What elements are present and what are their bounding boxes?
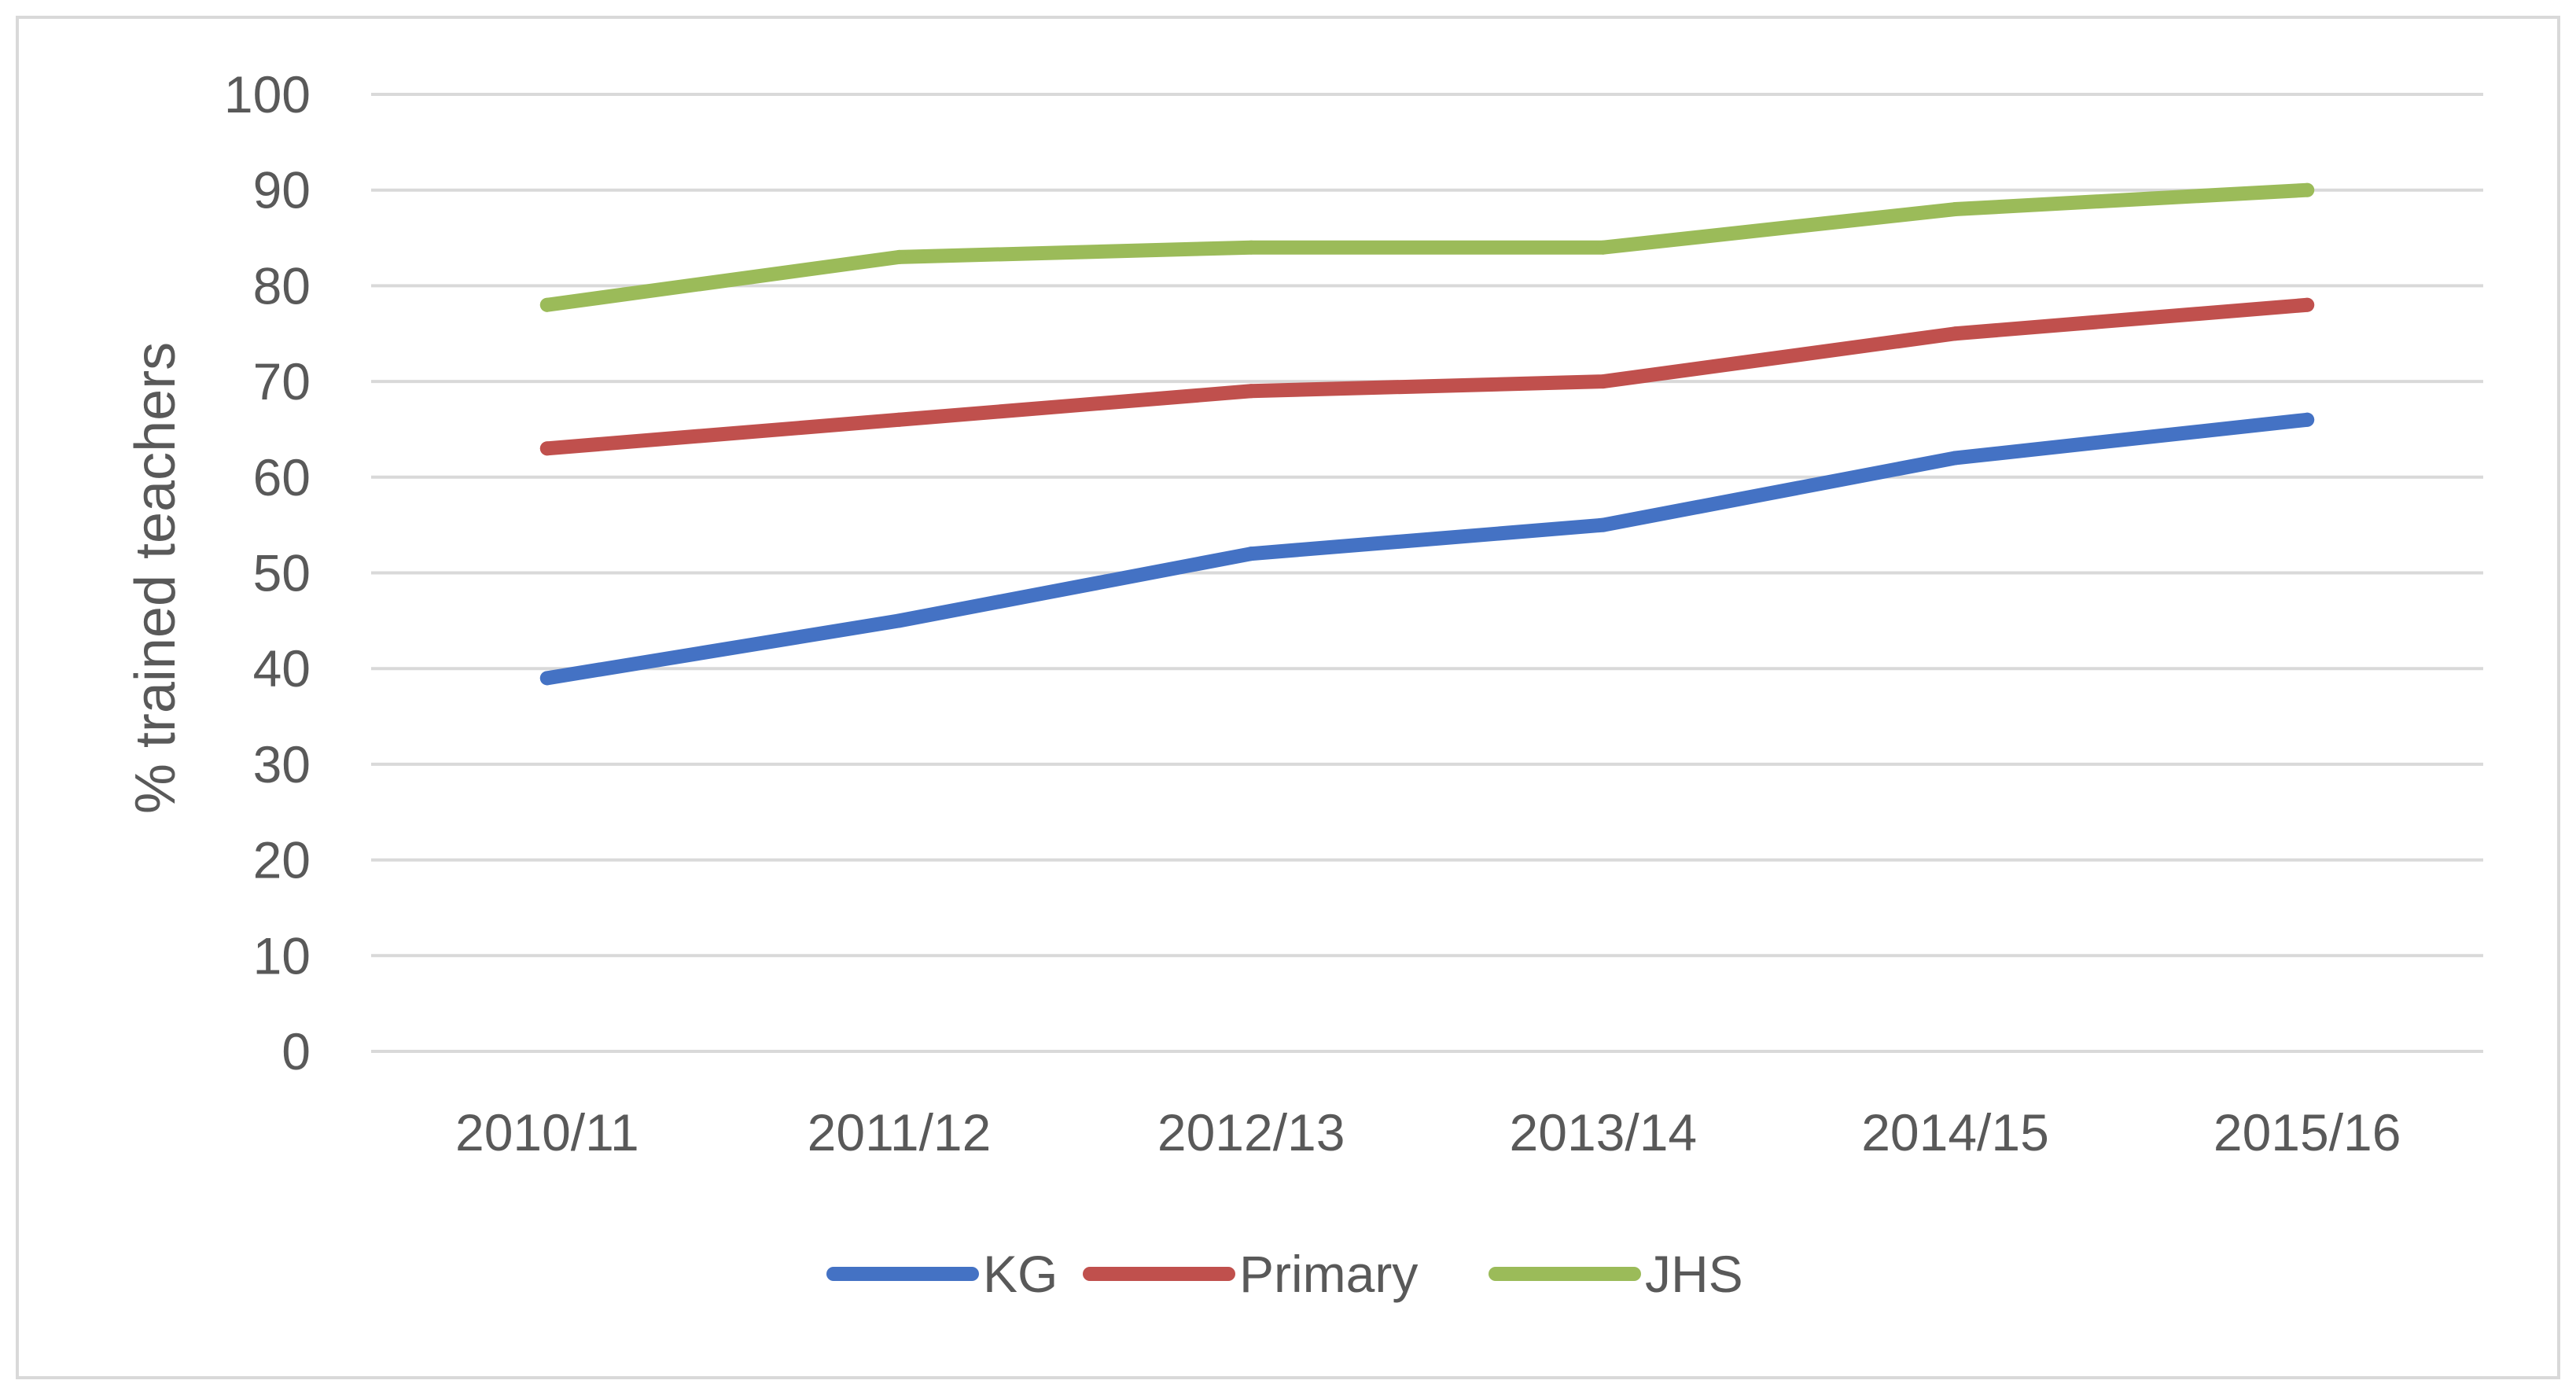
data-point-kg — [892, 613, 907, 628]
gridlines — [371, 93, 2483, 1053]
y-tick-label: 90 — [253, 161, 311, 219]
x-tick-label: 2013/14 — [1510, 1103, 1698, 1161]
data-point-kg — [1595, 517, 1610, 532]
data-point-primary — [539, 441, 554, 456]
legend: KG Primary JHS — [826, 1245, 1743, 1303]
series-lines — [539, 182, 2315, 686]
y-tick-label: 0 — [282, 1022, 311, 1080]
y-axis-title: % trained teachers — [124, 342, 187, 814]
data-point-primary — [2300, 297, 2315, 312]
data-point-kg — [1948, 451, 1963, 466]
y-tick-label: 30 — [253, 735, 311, 793]
y-tick-label: 80 — [253, 256, 311, 315]
data-point-jhs — [892, 249, 907, 264]
legend-label-jhs: JHS — [1645, 1245, 1743, 1303]
data-point-jhs — [539, 297, 554, 312]
data-point-kg — [1244, 547, 1259, 561]
x-axis-ticks: 2010/11 2011/12 2012/13 2013/14 2014/15 2015/… — [455, 1103, 2401, 1161]
y-tick-label: 60 — [253, 448, 311, 506]
data-point-primary — [1948, 326, 1963, 341]
y-tick-label: 70 — [253, 352, 311, 410]
y-tick-label: 10 — [253, 926, 311, 985]
data-point-kg — [539, 671, 554, 686]
y-tick-label: 50 — [253, 544, 311, 602]
data-point-jhs — [1244, 240, 1259, 255]
data-point-jhs — [1595, 240, 1610, 255]
data-point-kg — [2300, 412, 2315, 427]
y-tick-label: 40 — [253, 639, 311, 698]
legend-label-primary: Primary — [1239, 1245, 1418, 1303]
y-axis-ticks: 0 10 20 30 40 50 60 70 80 90 100 — [224, 65, 311, 1080]
x-tick-label: 2012/13 — [1157, 1103, 1345, 1161]
data-point-primary — [892, 412, 907, 427]
series-line-kg — [539, 412, 2315, 686]
chart-border — [16, 16, 2560, 1379]
series-line-jhs — [539, 182, 2315, 312]
x-tick-label: 2014/15 — [1861, 1103, 2049, 1161]
y-tick-label: 20 — [253, 831, 311, 889]
data-point-jhs — [2300, 182, 2315, 197]
x-tick-label: 2015/16 — [2214, 1103, 2401, 1161]
y-tick-label: 100 — [224, 65, 311, 123]
x-tick-label: 2010/11 — [455, 1103, 639, 1161]
series-line-primary — [539, 297, 2315, 456]
legend-label-kg: KG — [983, 1245, 1058, 1303]
x-tick-label: 2011/12 — [808, 1103, 992, 1161]
data-point-jhs — [1948, 202, 1963, 217]
data-point-primary — [1244, 384, 1259, 399]
data-point-primary — [1595, 374, 1610, 389]
